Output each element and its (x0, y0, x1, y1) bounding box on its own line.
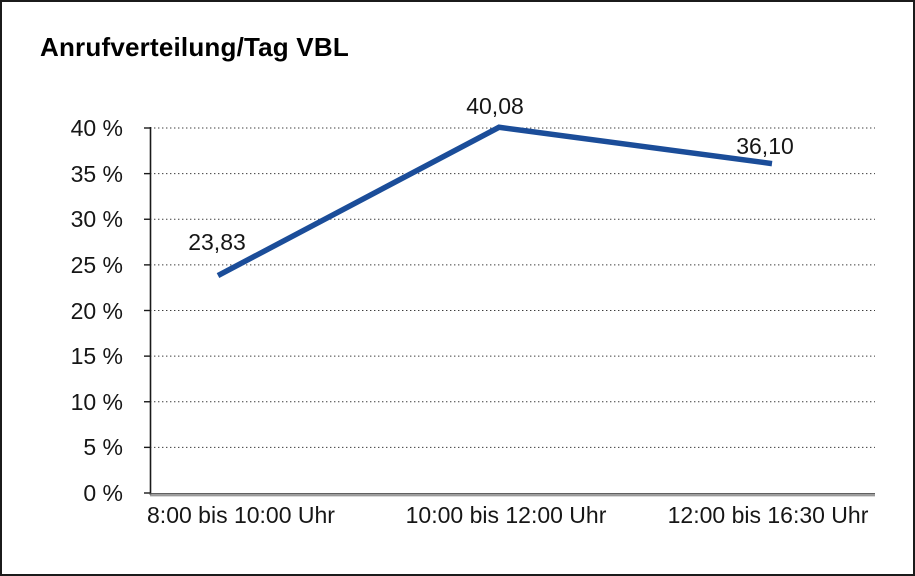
data-point-label: 23,83 (188, 229, 246, 255)
y-axis-tick-label: 25 % (70, 251, 123, 278)
x-axis-category-label: 10:00 bis 12:00 Uhr (405, 502, 607, 528)
series-line (216, 124, 773, 278)
x-axis-category-label: 12:00 bis 16:30 Uhr (667, 502, 869, 528)
y-axis-tick-label: 40 % (70, 115, 123, 141)
y-axis-tick-label: 0 % (83, 480, 123, 506)
chart-title: Anrufverteilung/Tag VBL (40, 32, 349, 62)
data-point-label: 40,08 (466, 93, 524, 119)
x-axis-category-label: 8:00 bis 10:00 Uhr (147, 502, 335, 528)
y-axis-tick-label: 35 % (70, 160, 123, 187)
data-point-label: 36,10 (736, 133, 794, 159)
y-axis-tick-label: 30 % (70, 206, 123, 233)
y-axis-tick-label: 10 % (70, 388, 123, 415)
y-axis-tick-label: 15 % (70, 343, 123, 370)
y-axis-tick-label: 20 % (70, 297, 123, 324)
y-axis-tick-label: 5 % (83, 434, 123, 461)
